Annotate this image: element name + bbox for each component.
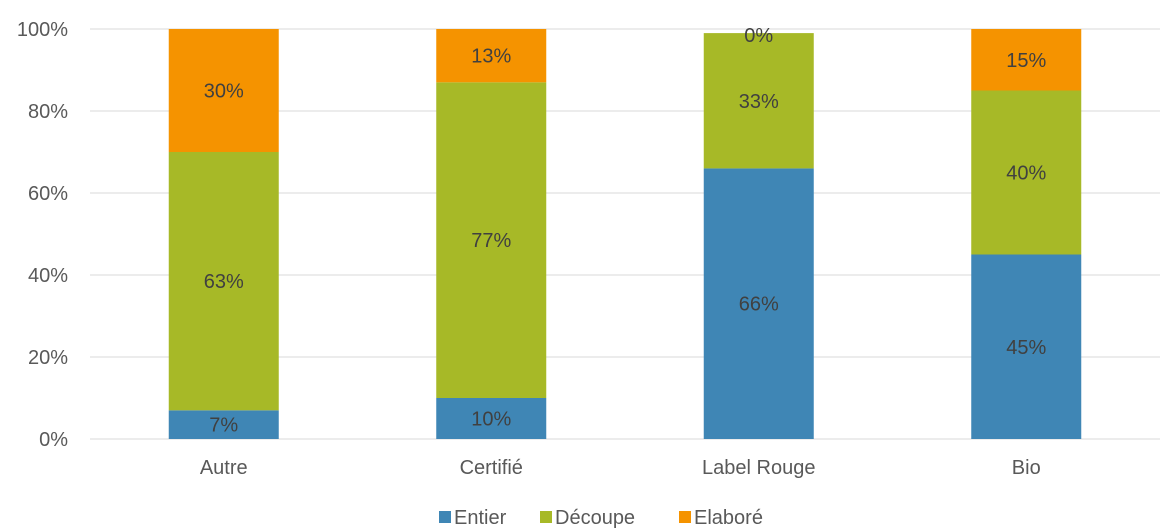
y-axis-ticks: 0% 20% 40% 60% 80% 100%: [17, 19, 68, 451]
data-label: 15%: [1006, 50, 1046, 72]
data-label: 0%: [744, 25, 773, 47]
y-tick-label: 20%: [28, 347, 68, 369]
data-label: 13%: [471, 46, 511, 68]
data-label: 40%: [1006, 163, 1046, 185]
bar-segment-découpe: [703, 33, 814, 169]
bar-segment-elaboré: [168, 29, 279, 152]
bar-segment-entier: [168, 410, 279, 439]
legend: Entier Découpe Elaboré: [439, 507, 763, 529]
data-label: 30%: [204, 81, 244, 103]
data-label: 33%: [739, 91, 779, 113]
bars: 7% 63% 30% 10% 77% 13% 66% 33% 0% 45% 40% 15%: [168, 25, 1082, 439]
y-tick-label: 100%: [17, 19, 68, 41]
legend-swatch-découpe: [540, 511, 552, 523]
x-tick-label: Autre: [200, 457, 248, 479]
bar-segment-elaboré: [436, 29, 547, 83]
data-label: 7%: [209, 415, 238, 437]
bar-segment-entier: [703, 168, 814, 439]
bar-segment-entier: [436, 398, 547, 439]
y-tick-label: 0%: [39, 429, 68, 451]
x-tick-label: Certifié: [460, 457, 523, 479]
x-tick-label: Label Rouge: [702, 457, 815, 479]
legend-label: Entier: [454, 507, 507, 529]
bar-segment-découpe: [168, 152, 279, 411]
bar-segment-entier: [971, 254, 1082, 439]
y-tick-label: 80%: [28, 101, 68, 123]
x-tick-label: Bio: [1012, 457, 1041, 479]
data-label: 77%: [471, 230, 511, 252]
data-label: 10%: [471, 409, 511, 431]
legend-label: Découpe: [555, 507, 635, 529]
legend-swatch-entier: [439, 511, 451, 523]
data-label: 45%: [1006, 337, 1046, 359]
bar-segment-elaboré: [971, 29, 1082, 91]
bar-segment-découpe: [436, 82, 547, 399]
data-label: 63%: [204, 271, 244, 293]
x-axis: Autre Certifié Label Rouge Bio: [200, 457, 1041, 479]
bar-segment-découpe: [971, 90, 1082, 255]
legend-swatch-elaboré: [679, 511, 691, 523]
y-tick-label: 40%: [28, 265, 68, 287]
y-tick-label: 60%: [28, 183, 68, 205]
legend-label: Elaboré: [694, 507, 763, 529]
data-label: 66%: [739, 294, 779, 316]
